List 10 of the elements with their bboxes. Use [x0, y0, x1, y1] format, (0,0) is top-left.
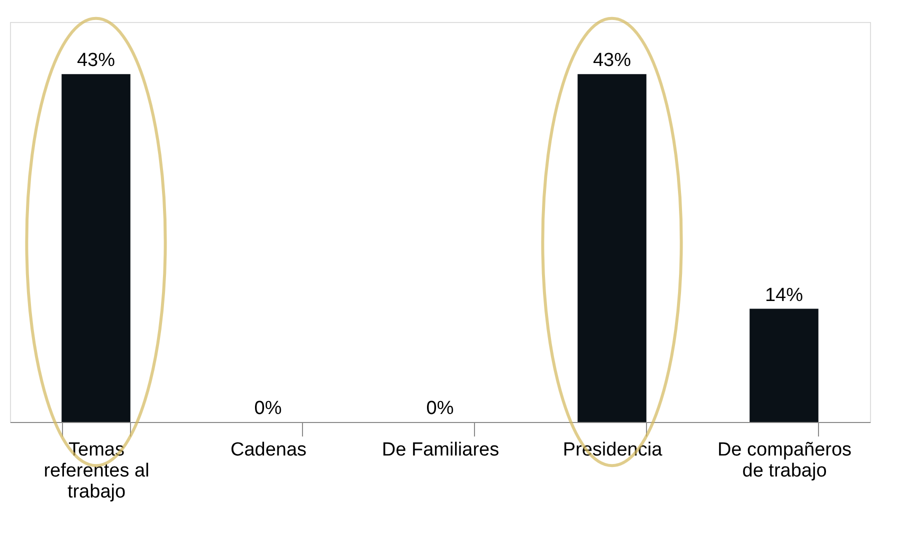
x-tick-label: De compañeros de trabajo [717, 440, 852, 482]
x-tick-label: Cadenas [230, 440, 307, 460]
data-label: 14% [764, 284, 804, 306]
data-label: 0% [254, 398, 282, 419]
x-tick-label: Temas referentes al trabajo [44, 440, 150, 502]
x-tick-label: Presidencia [562, 440, 663, 460]
x-tick-label: De Familiares [382, 440, 500, 460]
data-label: 0% [426, 398, 454, 419]
data-label: 43% [76, 50, 116, 72]
data-label: 43% [592, 50, 632, 72]
